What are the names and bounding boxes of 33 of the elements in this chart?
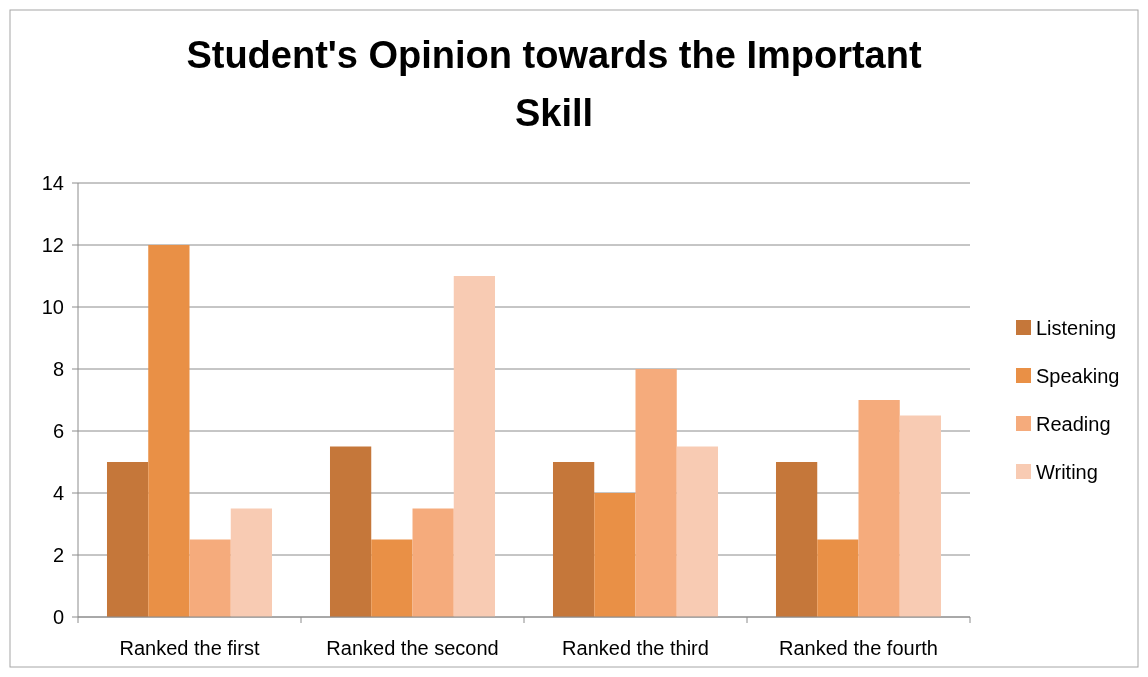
bar [329, 446, 372, 617]
bar [453, 276, 496, 617]
x-tick-label: Ranked the first [119, 637, 260, 659]
bar [148, 245, 190, 617]
x-tick-label: Ranked the fourth [779, 637, 938, 659]
bar [676, 446, 719, 617]
legend-label: Listening [1036, 317, 1117, 339]
bar [817, 539, 859, 617]
bar [594, 493, 636, 617]
bar [635, 369, 677, 617]
y-tick-label: 6 [52, 420, 64, 442]
bar [858, 400, 900, 617]
y-tick-label: 4 [52, 482, 64, 504]
x-tick-label: Ranked the second [326, 637, 499, 659]
bar [371, 539, 413, 617]
legend-label: Reading [1036, 413, 1111, 435]
bar [106, 462, 149, 617]
y-tick-label: 8 [52, 358, 64, 380]
bar [412, 508, 454, 617]
bar [552, 462, 595, 617]
chart-title: Student's Opinion towards the Important Skill [186, 34, 922, 134]
bar [230, 508, 273, 617]
bar [189, 539, 231, 617]
y-tick-label: 12 [41, 234, 64, 256]
y-tick-label: 0 [52, 606, 64, 628]
y-tick-label: 10 [41, 296, 64, 318]
bar [775, 462, 818, 617]
y-tick-label: 14 [41, 172, 64, 194]
x-tick-label: Ranked the third [562, 637, 709, 659]
legend-label: Writing [1036, 461, 1098, 483]
y-tick-label: 2 [52, 544, 64, 566]
bar [899, 415, 942, 617]
legend-label: Speaking [1036, 365, 1120, 387]
